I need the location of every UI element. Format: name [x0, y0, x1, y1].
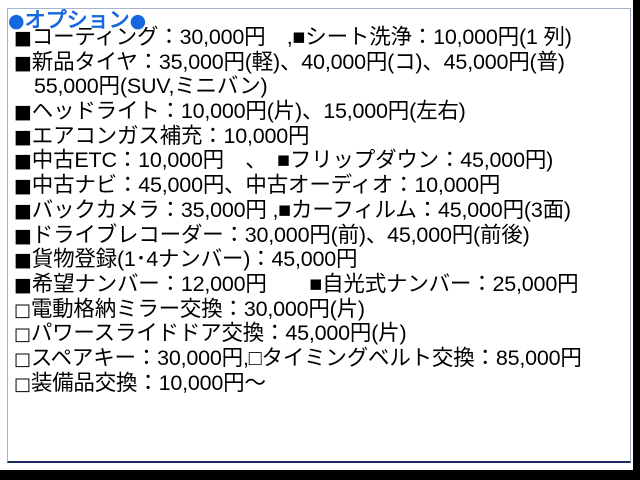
page-title-label: オプション — [24, 9, 130, 32]
option-list: ■コーティング：30,000円 ,■シート洗浄：10,000円(1 列) ■新品タ… — [14, 25, 630, 396]
option-line-text: 貨物登録(1･4ナンバー)：45,000円 — [31, 247, 358, 272]
option-line-text: 中古ETC：10,000円 、 ■フリップダウン：45,000円) — [31, 148, 554, 173]
option-line: ■バックカメラ：35,000円 ,■カーフィルム：45,000円(3面) — [14, 197, 630, 223]
bullet-filled-square-icon: ■ — [14, 125, 32, 148]
option-line-text: 装備品交換：10,000円〜 — [30, 370, 266, 395]
option-line-text: 中古ナビ：45,000円、中古オーディオ：10,000円 — [31, 173, 501, 198]
bullet-filled-square-icon: ■ — [14, 150, 32, 173]
bullet-dot-right: ● — [129, 10, 147, 32]
bullet-open-square-icon: □ — [14, 299, 31, 321]
bullet-open-square-icon: □ — [14, 373, 31, 395]
option-line: ■新品タイヤ：35,000円(軽)、40,000円(コ)、45,000円(普) — [14, 49, 630, 75]
bullet-open-square-icon: □ — [14, 324, 31, 346]
option-line: □電動格納ミラー交換：30,000円(片) — [14, 296, 630, 322]
page-canvas: ●オプション● ■コーティング：30,000円 ,■シート洗浄：10,000円(… — [0, 0, 633, 470]
option-line-text: ドライブレコーダー：30,000円(前)、45,000円(前後) — [31, 222, 530, 247]
bullet-filled-square-icon: ■ — [14, 175, 32, 198]
options-panel: ●オプション● ■コーティング：30,000円 ,■シート洗浄：10,000円(… — [7, 8, 631, 463]
option-line-text: ヘッドライト：10,000円(片)、15,000円(左右) — [31, 99, 466, 124]
bullet-filled-square-icon: ■ — [14, 51, 32, 74]
option-line: ■貨物登録(1･4ナンバー)：45,000円 — [14, 247, 630, 272]
option-line-text: パワースライドドア交換：45,000円(片) — [30, 321, 407, 346]
option-line-text: 電動格納ミラー交換：30,000円(片) — [30, 296, 365, 321]
option-line: □パワースライドドア交換：45,000円(片) — [14, 321, 630, 346]
bullet-filled-square-icon: ■ — [14, 199, 32, 222]
option-line: □装備品交換：10,000円〜 — [14, 370, 630, 396]
option-line-text: エアコンガス補充：10,000円 — [31, 123, 310, 148]
option-line: ■ドライブレコーダー：30,000円(前)、45,000円(前後) — [14, 222, 630, 248]
option-line: ■コーティング：30,000円 ,■シート洗浄：10,000円(1 列) — [14, 25, 630, 50]
page-title: ●オプション● — [8, 9, 630, 34]
option-line-text: 希望ナンバー：12,000円 ■自光式ナンバー：25,000円 — [31, 271, 579, 296]
option-line-text: スペアキー：30,000円,□タイミングベルト交換：85,000円 — [30, 345, 582, 370]
bullet-filled-square-icon: ■ — [14, 224, 32, 247]
bullet-filled-square-icon: ■ — [14, 249, 32, 272]
option-line: ■中古ETC：10,000円 、 ■フリップダウン：45,000円) — [14, 148, 630, 173]
option-line-text: コーティング：30,000円 ,■シート洗浄：10,000円(1 列) — [31, 25, 572, 49]
bullet-filled-square-icon: ■ — [14, 273, 32, 296]
option-line: ■中古ナビ：45,000円、中古オーディオ：10,000円 — [14, 173, 630, 198]
option-line: 55,000円(SUV,ミニバン) — [14, 74, 630, 99]
option-line-text: 新品タイヤ：35,000円(軽)、40,000円(コ)、45,000円(普) — [31, 49, 565, 74]
bullet-open-square-icon: □ — [14, 348, 31, 370]
bullet-dot-left: ● — [8, 10, 25, 32]
option-line-text: バックカメラ：35,000円 ,■カーフィルム：45,000円(3面) — [31, 197, 571, 222]
option-line: ■希望ナンバー：12,000円 ■自光式ナンバー：25,000円 — [14, 271, 630, 297]
option-line: □スペアキー：30,000円,□タイミングベルト交換：85,000円 — [14, 345, 630, 371]
option-line: ■エアコンガス補充：10,000円 — [14, 123, 630, 149]
option-line-text: 55,000円(SUV,ミニバン) — [34, 74, 268, 99]
bullet-filled-square-icon: ■ — [14, 101, 32, 124]
option-line: ■ヘッドライト：10,000円(片)、15,000円(左右) — [14, 99, 630, 124]
bullet-filled-square-icon: ■ — [14, 27, 32, 49]
